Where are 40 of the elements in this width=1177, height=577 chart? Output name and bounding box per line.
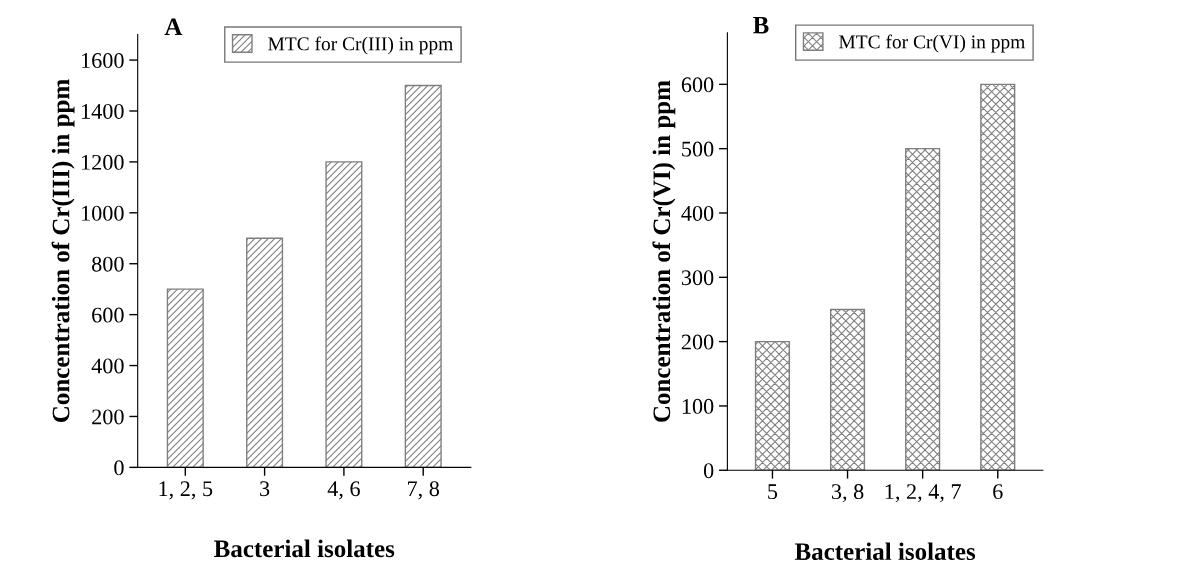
- y-tick-label: 0: [703, 463, 714, 479]
- chart-title: B: [753, 16, 769, 34]
- y-tick-label: 800: [92, 256, 124, 272]
- x-axis-title: Bacterial isolates: [794, 542, 976, 561]
- bar: [166, 288, 204, 468]
- y-tick-label: 1200: [82, 154, 124, 170]
- y-tick-label: 300: [681, 270, 714, 286]
- y-tick-label: 1000: [82, 205, 124, 221]
- x-tick-label: 7, 8: [408, 481, 440, 500]
- x-tick-label: 1, 2, 4, 7: [885, 484, 961, 503]
- bar: [325, 161, 363, 468]
- y-tick-label: 200: [92, 409, 124, 425]
- y-axis-title: Concentration of Cr(VI) in ppm: [652, 80, 676, 422]
- y-tick-label: 400: [91, 358, 124, 374]
- y-tick-label: 500: [682, 141, 714, 157]
- y-tick-label: 600: [92, 307, 124, 323]
- bar: [980, 83, 1016, 471]
- y-tick-label: 0: [114, 460, 124, 476]
- x-tick-label: 4, 6: [327, 481, 360, 500]
- x-tick-label: 3, 8: [831, 484, 864, 503]
- y-tick-label: 200: [681, 334, 714, 350]
- bar: [754, 340, 791, 471]
- bar: [404, 84, 442, 468]
- x-tick-label: 5: [768, 484, 778, 500]
- y-tick-label: 600: [681, 77, 714, 93]
- x-axis-title: Bacterial isolates: [214, 539, 395, 558]
- x-tick-label: 1, 2, 5: [159, 481, 213, 500]
- x-tick-label: 3: [260, 481, 270, 497]
- y-axis-title: Concentration of Cr(III) in ppm: [51, 79, 75, 422]
- x-tick-label: 6: [993, 484, 1003, 500]
- bar: [905, 147, 941, 471]
- y-tick-label: 1400: [82, 103, 124, 119]
- y-tick-label: 100: [682, 398, 714, 414]
- legend-label: MTC for Cr(III) in ppm: [268, 36, 453, 55]
- y-tick-label: 400: [681, 205, 714, 221]
- y-tick-label: 1600: [82, 53, 124, 68]
- bar: [829, 308, 866, 471]
- bar: [246, 237, 284, 468]
- legend-label: MTC for Cr(VI) in ppm: [839, 34, 1026, 53]
- chart-title: A: [164, 18, 183, 35]
